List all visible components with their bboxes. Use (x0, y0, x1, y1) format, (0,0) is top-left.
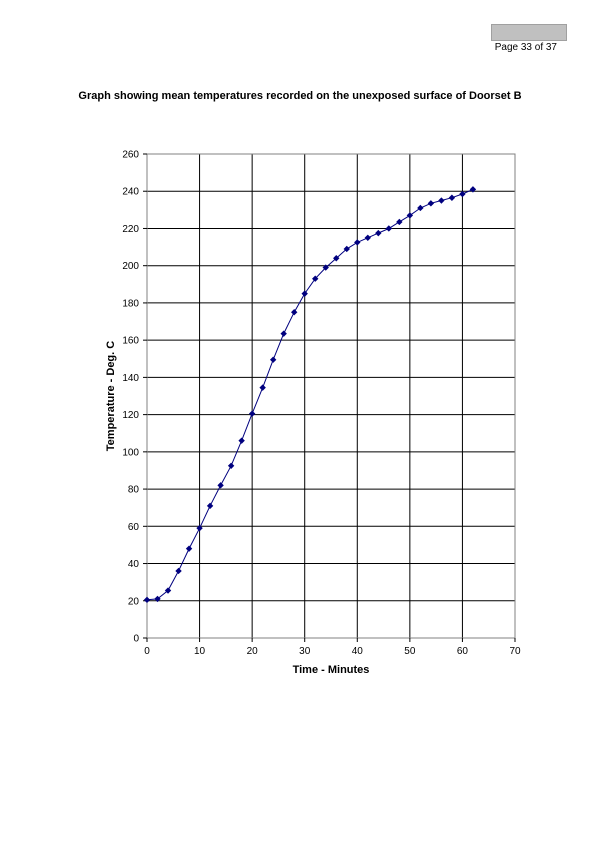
page-number: Page 33 of 37 (494, 42, 557, 53)
data-point-marker (164, 587, 172, 594)
data-point-marker (333, 255, 340, 262)
data-point-marker (406, 212, 414, 219)
data-point-marker (154, 595, 161, 603)
y-tick-label: 140 (122, 373, 139, 384)
data-point-marker (459, 190, 466, 198)
data-point-marker (248, 410, 256, 417)
data-point-marker (227, 462, 235, 470)
data-point-marker (280, 330, 287, 337)
data-point-marker (291, 309, 298, 316)
data-point-marker (417, 204, 424, 212)
x-tick-label: 30 (299, 646, 311, 657)
y-tick-label: 80 (128, 485, 140, 496)
y-tick-label: 0 (133, 634, 139, 645)
x-tick-label: 50 (404, 646, 416, 657)
data-point-marker (375, 229, 382, 237)
x-tick-label: 40 (352, 646, 364, 657)
x-tick-label: 20 (247, 646, 259, 657)
data-point-marker (385, 225, 393, 232)
chart-title: Graph showing mean temperatures recorded… (78, 90, 522, 102)
x-tick-label: 70 (509, 646, 521, 657)
x-tick-label: 0 (144, 646, 150, 657)
y-tick-label: 180 (122, 298, 139, 309)
data-point-marker (196, 524, 203, 532)
data-point-marker (322, 264, 329, 271)
data-point-marker (354, 239, 361, 246)
data-point-marker (217, 482, 224, 489)
x-tick-labels: 0 10 20 30 40 50 60 70 (144, 638, 521, 657)
y-tick-label: 60 (128, 522, 140, 533)
data-point-marker (469, 186, 477, 193)
data-point-marker (185, 545, 193, 552)
y-tick-label: 260 (122, 150, 139, 161)
data-point-marker (143, 596, 151, 604)
x-tick-label: 10 (194, 646, 206, 657)
y-tick-labels: 0 20 40 60 80 100 120 140 160 180 200 220 240 260 (122, 150, 147, 645)
data-point-marker (396, 218, 403, 226)
data-point-marker (175, 567, 182, 575)
data-point-marker (427, 200, 435, 207)
data-points (143, 186, 477, 604)
y-tick-label: 120 (122, 410, 139, 421)
header-box (491, 24, 567, 41)
chart-grid (146, 154, 515, 639)
data-point-marker (238, 437, 245, 444)
y-tick-label: 100 (122, 447, 139, 458)
data-point-marker (206, 502, 214, 510)
y-tick-label: 40 (128, 559, 140, 570)
series-line (146, 188, 474, 601)
data-point-marker (301, 290, 308, 297)
y-tick-label: 240 (122, 187, 139, 198)
data-point-marker (364, 234, 371, 241)
data-point-marker (269, 356, 277, 363)
y-tick-label: 220 (122, 224, 139, 235)
y-tick-label: 20 (128, 596, 140, 607)
data-point-marker (343, 245, 350, 253)
x-axis-title: Time - Minutes (293, 664, 370, 676)
y-tick-label: 200 (122, 261, 139, 272)
x-tick-label: 60 (457, 646, 469, 657)
plot-area-frame (146, 153, 516, 639)
data-point-marker (259, 384, 266, 391)
y-tick-label: 160 (122, 336, 139, 347)
data-point-marker (438, 197, 445, 204)
y-axis-title: Temperature - Deg. C (105, 341, 117, 451)
data-point-marker (312, 275, 319, 282)
data-point-marker (448, 194, 456, 201)
